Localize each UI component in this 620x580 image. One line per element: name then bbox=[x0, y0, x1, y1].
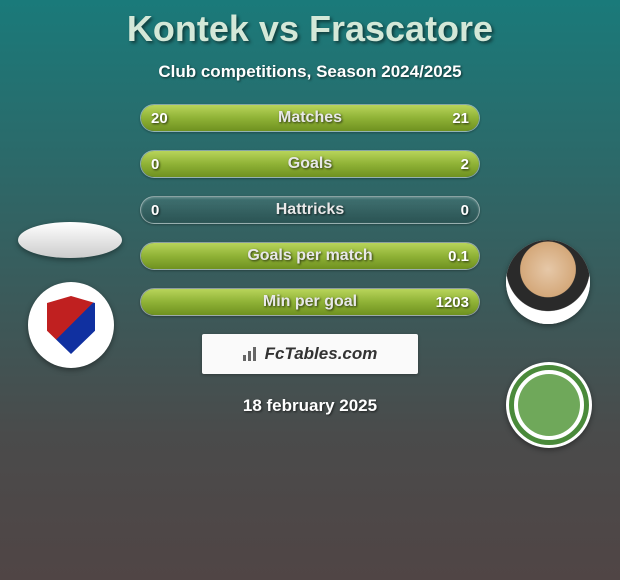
stat-value-right: 2 bbox=[461, 151, 469, 177]
source-logo-text: FcTables.com bbox=[265, 344, 378, 364]
club-left-crest bbox=[28, 282, 114, 368]
source-logo: FcTables.com bbox=[202, 334, 418, 374]
stat-row: Goals per match0.1 bbox=[140, 242, 480, 270]
stat-bars: 20Matches210Goals20Hattricks0Goals per m… bbox=[140, 104, 480, 316]
stat-label: Hattricks bbox=[141, 197, 479, 223]
subtitle: Club competitions, Season 2024/2025 bbox=[0, 62, 620, 82]
stat-label: Matches bbox=[141, 105, 479, 131]
shield-icon bbox=[47, 296, 95, 354]
stat-row: 20Matches21 bbox=[140, 104, 480, 132]
stat-value-right: 0.1 bbox=[448, 243, 469, 269]
wolf-icon bbox=[518, 374, 580, 436]
player-right-avatar bbox=[506, 240, 590, 324]
player-left-avatar bbox=[18, 222, 122, 258]
stat-label: Goals bbox=[141, 151, 479, 177]
page-title: Kontek vs Frascatore bbox=[0, 0, 620, 50]
stat-row: Min per goal1203 bbox=[140, 288, 480, 316]
chart-icon bbox=[243, 347, 261, 361]
stat-value-right: 0 bbox=[461, 197, 469, 223]
stat-label: Min per goal bbox=[141, 289, 479, 315]
comparison-layout: 20Matches210Goals20Hattricks0Goals per m… bbox=[0, 104, 620, 416]
club-right-crest bbox=[506, 362, 592, 448]
stat-value-right: 21 bbox=[452, 105, 469, 131]
stat-row: 0Goals2 bbox=[140, 150, 480, 178]
stat-value-right: 1203 bbox=[436, 289, 469, 315]
stat-row: 0Hattricks0 bbox=[140, 196, 480, 224]
stat-label: Goals per match bbox=[141, 243, 479, 269]
face-icon bbox=[506, 240, 590, 324]
